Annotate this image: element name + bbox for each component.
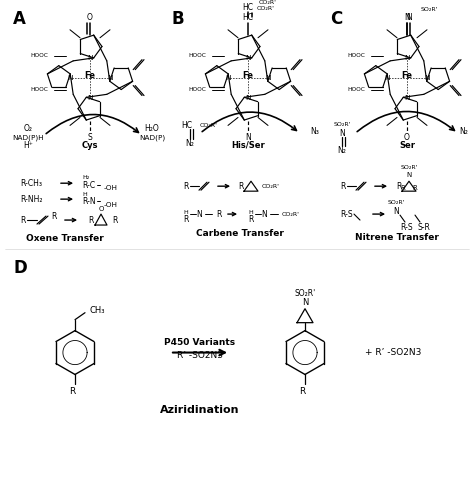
Text: N: N xyxy=(406,172,411,178)
Text: R: R xyxy=(396,182,401,190)
Text: -OH: -OH xyxy=(104,202,118,208)
Text: A: A xyxy=(13,10,26,28)
Text: HOOC: HOOC xyxy=(30,87,48,92)
Text: Fe: Fe xyxy=(243,71,254,80)
Text: R-N: R-N xyxy=(82,196,96,205)
Text: N: N xyxy=(225,74,231,80)
Text: H: H xyxy=(82,192,87,196)
Text: NAD(P): NAD(P) xyxy=(139,134,165,140)
Text: R: R xyxy=(413,185,418,191)
Text: O: O xyxy=(87,14,93,22)
Text: -OH: -OH xyxy=(104,185,118,191)
Text: HOOC: HOOC xyxy=(347,87,365,92)
Text: R: R xyxy=(248,214,254,224)
Text: SO₂R': SO₂R' xyxy=(420,6,438,12)
Text: H: H xyxy=(248,210,253,214)
Text: N: N xyxy=(406,14,412,22)
Text: R-C: R-C xyxy=(82,180,95,190)
Text: N: N xyxy=(196,210,202,218)
Text: S-R: S-R xyxy=(418,222,431,232)
Text: R: R xyxy=(401,185,405,191)
Text: N: N xyxy=(302,298,308,307)
Text: R: R xyxy=(20,216,26,224)
Text: P450 Variants: P450 Variants xyxy=(164,338,236,347)
Text: N: N xyxy=(393,206,399,216)
Text: Cys: Cys xyxy=(82,141,98,150)
Text: N: N xyxy=(339,129,345,138)
Text: N₂: N₂ xyxy=(337,146,346,155)
Text: + R’ -SO2N3: + R’ -SO2N3 xyxy=(365,348,421,357)
Text: R: R xyxy=(216,210,221,218)
Text: Nitrene Transfer: Nitrene Transfer xyxy=(355,234,439,242)
Text: HC: HC xyxy=(243,4,254,13)
Text: Carbene Transfer: Carbene Transfer xyxy=(196,228,284,237)
Text: R: R xyxy=(112,216,118,224)
Text: R: R xyxy=(340,182,346,190)
Text: SO₂R': SO₂R' xyxy=(333,122,351,127)
Text: N: N xyxy=(404,54,410,60)
Text: SO₂R': SO₂R' xyxy=(400,165,418,170)
Text: HC: HC xyxy=(243,14,254,22)
Text: CH₃: CH₃ xyxy=(89,306,105,315)
Text: NAD(P)H: NAD(P)H xyxy=(12,134,44,140)
Text: N: N xyxy=(404,94,410,100)
Text: R: R xyxy=(69,387,75,396)
Text: Fe: Fe xyxy=(84,71,95,80)
Text: N: N xyxy=(384,74,390,80)
Text: R-S: R-S xyxy=(400,222,413,232)
Text: N: N xyxy=(87,54,93,60)
Text: N: N xyxy=(245,54,251,60)
Text: CO₂R': CO₂R' xyxy=(282,212,300,216)
Text: HOOC: HOOC xyxy=(30,53,48,58)
Text: R: R xyxy=(238,182,243,190)
Text: H₂O: H₂O xyxy=(145,124,159,133)
Text: D: D xyxy=(13,259,27,277)
Text: R’ -SO2N3: R’ -SO2N3 xyxy=(177,351,223,360)
Text: R: R xyxy=(299,387,305,396)
Text: R-NH₂: R-NH₂ xyxy=(20,194,43,203)
Text: HOOC: HOOC xyxy=(347,53,365,58)
Text: R: R xyxy=(51,212,56,220)
Text: N: N xyxy=(424,74,430,80)
Text: N₃: N₃ xyxy=(310,127,319,136)
Text: H: H xyxy=(183,210,188,214)
Text: N: N xyxy=(107,74,113,80)
Text: N: N xyxy=(245,94,251,100)
Text: S: S xyxy=(88,133,92,142)
Text: Fe: Fe xyxy=(401,71,412,80)
Text: N: N xyxy=(404,14,410,22)
Text: Aziridination: Aziridination xyxy=(160,406,240,415)
Text: C: C xyxy=(330,10,342,28)
Text: N: N xyxy=(245,133,251,142)
Text: H₂: H₂ xyxy=(82,174,89,180)
Text: N₂: N₂ xyxy=(185,139,194,148)
Text: O₂: O₂ xyxy=(24,124,33,133)
Text: HC: HC xyxy=(182,121,192,130)
Text: SO₂R': SO₂R' xyxy=(387,200,405,204)
Text: R: R xyxy=(183,214,188,224)
Text: O: O xyxy=(404,133,410,142)
Text: HOOC: HOOC xyxy=(188,53,206,58)
Text: R-CH₃: R-CH₃ xyxy=(20,178,42,188)
Text: Ser: Ser xyxy=(399,141,415,150)
Text: N₂: N₂ xyxy=(460,127,468,136)
Text: N: N xyxy=(87,94,93,100)
Text: CO₂R': CO₂R' xyxy=(200,123,218,128)
Text: HOOC: HOOC xyxy=(188,87,206,92)
Text: CO₂R': CO₂R' xyxy=(259,0,277,5)
Text: B: B xyxy=(172,10,185,28)
Text: CO₂R': CO₂R' xyxy=(262,184,280,188)
Text: SO₂R': SO₂R' xyxy=(294,290,316,298)
Text: N: N xyxy=(261,210,267,218)
Text: N: N xyxy=(67,74,73,80)
Text: Oxene Transfer: Oxene Transfer xyxy=(26,234,104,244)
Text: H⁺: H⁺ xyxy=(23,141,33,150)
Text: N: N xyxy=(265,74,271,80)
Text: CO₂R': CO₂R' xyxy=(257,6,275,12)
Text: O: O xyxy=(98,206,104,212)
Text: R: R xyxy=(88,216,93,224)
Text: His/Ser: His/Ser xyxy=(231,141,265,150)
Text: R: R xyxy=(183,182,188,190)
Text: R-S: R-S xyxy=(340,210,353,218)
